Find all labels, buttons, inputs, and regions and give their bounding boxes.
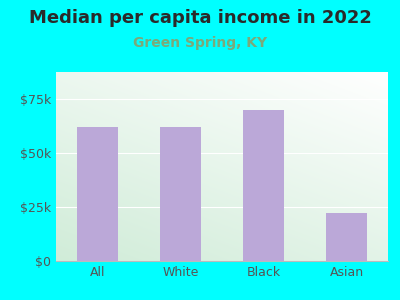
Bar xyxy=(243,110,284,261)
Bar xyxy=(160,127,201,261)
Bar xyxy=(326,214,367,261)
Text: Green Spring, KY: Green Spring, KY xyxy=(133,36,267,50)
Text: Median per capita income in 2022: Median per capita income in 2022 xyxy=(28,9,372,27)
Bar xyxy=(77,127,118,261)
